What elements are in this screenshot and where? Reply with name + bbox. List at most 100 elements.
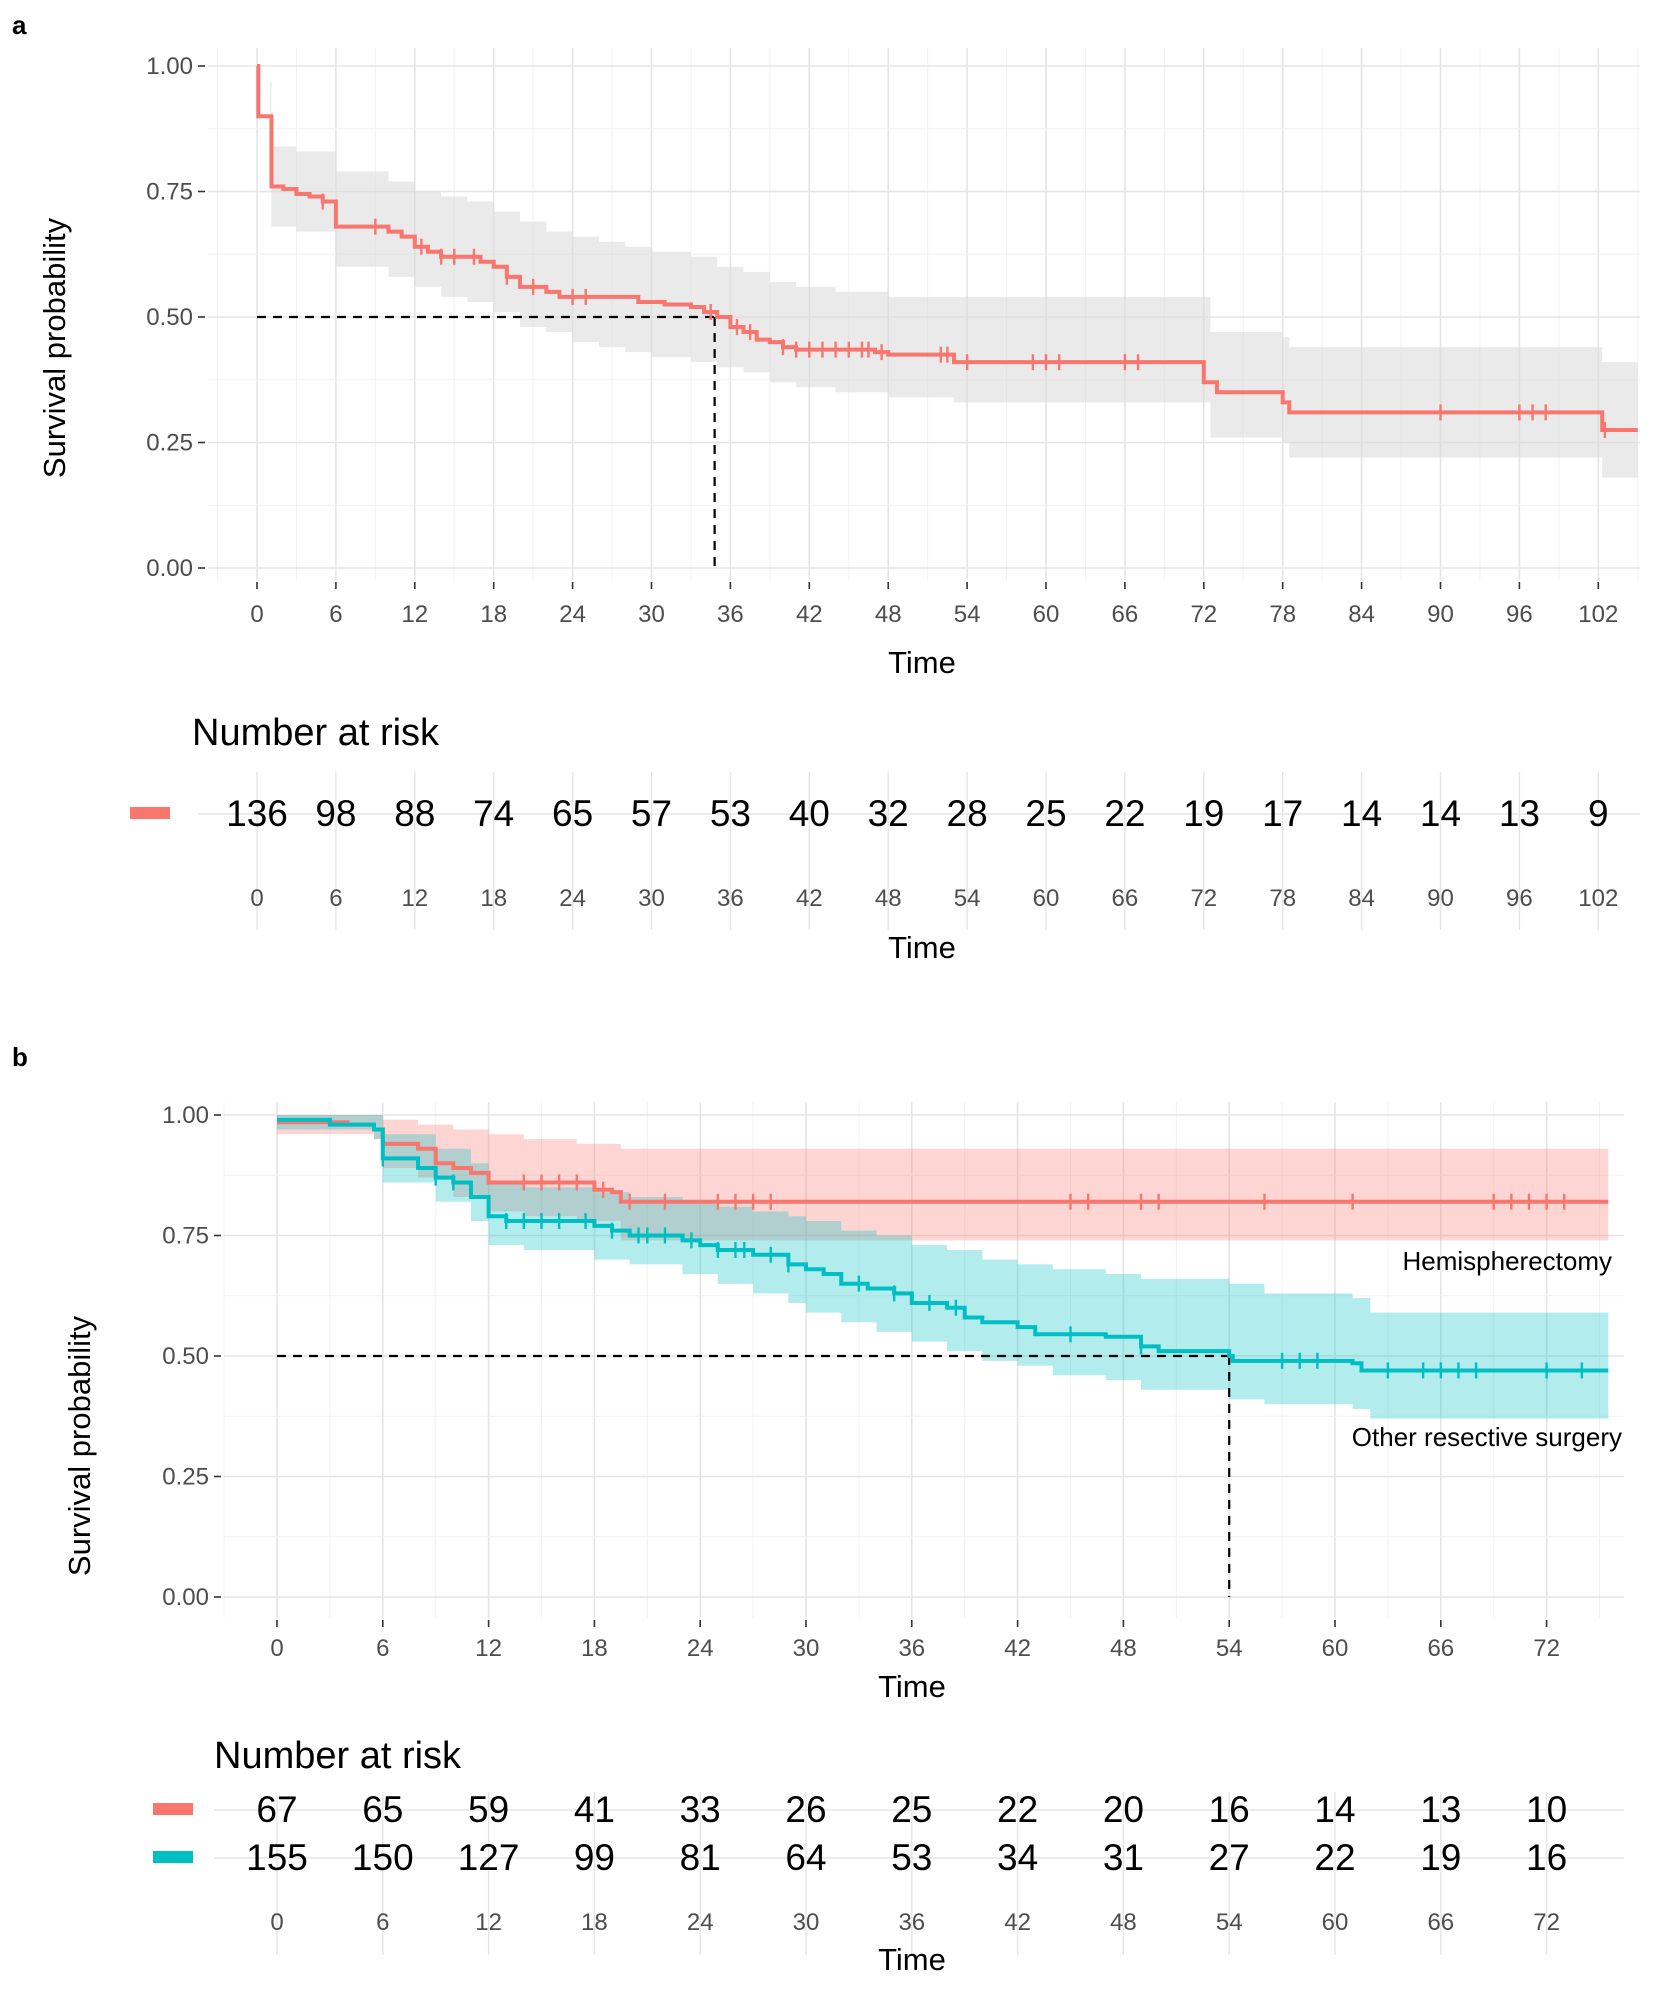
risk-time-label: 48 [1110, 1909, 1137, 1936]
risk-time-label: 18 [581, 1909, 608, 1936]
y-tick-label: 1.00 [162, 1102, 209, 1129]
risk-count: 59 [468, 1789, 509, 1830]
survival-curve-0 [256, 64, 1638, 432]
x-tick-label: 48 [875, 601, 902, 628]
confidence-band-1 [277, 1115, 1609, 1419]
y-tick-label: 0.25 [146, 430, 193, 457]
risk-count: 14 [1420, 793, 1461, 834]
risk-time-label: 36 [898, 1909, 925, 1936]
x-tick-label: 30 [793, 1635, 820, 1662]
x-tick-label: 48 [1110, 1635, 1137, 1662]
risk-time-label: 60 [1322, 1909, 1349, 1936]
risk-count: 19 [1420, 1837, 1461, 1878]
risk-count: 67 [256, 1789, 297, 1830]
y-tick-label: 0.25 [162, 1464, 209, 1491]
x-tick-label: 30 [638, 601, 665, 628]
risk-count: 22 [1314, 1837, 1355, 1878]
x-tick-label: 66 [1112, 601, 1139, 628]
x-tick-label: 54 [1216, 1635, 1243, 1662]
risk-count: 136 [226, 793, 288, 834]
risk-time-label: 0 [270, 1909, 283, 1936]
hemispherectomy-label: Hemispherectomy [1402, 1246, 1612, 1276]
panel-b-risk-table: 0 6 12 18 24 30 36 42 48 54 60 66 72 67 65 59 41 33 26 25 22… [153, 1789, 1624, 1955]
risk-count: 9 [1588, 793, 1609, 834]
risk-time-label: 30 [638, 885, 665, 912]
risk-time-label: 54 [954, 885, 981, 912]
risk-count: 127 [458, 1837, 520, 1878]
risk-time-label: 0 [250, 885, 263, 912]
risk-count: 22 [1104, 793, 1145, 834]
risk-count: 53 [891, 1837, 932, 1878]
risk-time-label: 72 [1190, 885, 1217, 912]
risk-time-label: 66 [1427, 1909, 1454, 1936]
x-tick-label: 6 [376, 1635, 389, 1662]
x-tick-label: 72 [1533, 1635, 1560, 1662]
risk-count: 16 [1526, 1837, 1567, 1878]
risk-count: 65 [362, 1789, 403, 1830]
risk-row-color-key [153, 1851, 193, 1863]
y-tick-label: 0.50 [146, 304, 193, 331]
x-tick-label: 36 [898, 1635, 925, 1662]
risk-count: 26 [785, 1789, 826, 1830]
risk-time-label: 6 [329, 885, 342, 912]
risk-count: 32 [868, 793, 909, 834]
panel-a-x-axis-title: Time [888, 645, 956, 680]
risk-time-label: 24 [559, 885, 586, 912]
x-tick-label: 42 [1004, 1635, 1031, 1662]
x-tick-label: 54 [954, 601, 981, 628]
panel-b-letter: b [12, 1042, 28, 1072]
risk-count: 150 [352, 1837, 414, 1878]
risk-count: 41 [574, 1789, 615, 1830]
risk-time-label: 36 [717, 885, 744, 912]
risk-count: 33 [680, 1789, 721, 1830]
panel-a-letter: a [12, 10, 27, 40]
x-tick-label: 24 [687, 1635, 714, 1662]
risk-count: 10 [1526, 1789, 1567, 1830]
panel-b-confidence-bands [277, 1115, 1609, 1419]
x-tick-label: 102 [1578, 601, 1618, 628]
risk-time-label: 48 [875, 885, 902, 912]
risk-count: 57 [631, 793, 672, 834]
panel-b-axes: 0.00 0.25 0.50 0.75 1.00 0 6 12 18 24 30 36 42 48 54 60… [162, 1102, 1560, 1662]
x-tick-label: 0 [270, 1635, 283, 1662]
x-tick-label: 18 [480, 601, 507, 628]
y-tick-label: 0.00 [162, 1584, 209, 1611]
panel-a-median-lines [257, 315, 716, 568]
x-tick-label: 42 [796, 601, 823, 628]
x-tick-label: 66 [1427, 1635, 1454, 1662]
x-tick-label: 78 [1269, 601, 1296, 628]
risk-count: 88 [394, 793, 435, 834]
risk-time-label: 54 [1216, 1909, 1243, 1936]
risk-time-label: 18 [480, 885, 507, 912]
risk-time-label: 12 [475, 1909, 502, 1936]
risk-count: 14 [1314, 1789, 1355, 1830]
y-tick-label: 1.00 [146, 53, 193, 80]
x-tick-label: 36 [717, 601, 744, 628]
risk-count: 19 [1183, 793, 1224, 834]
risk-count: 34 [997, 1837, 1038, 1878]
risk-time-label: 6 [376, 1909, 389, 1936]
risk-time-label: 72 [1533, 1909, 1560, 1936]
x-tick-label: 60 [1033, 601, 1060, 628]
risk-count: 53 [710, 793, 751, 834]
x-tick-label: 96 [1506, 601, 1533, 628]
risk-count: 81 [680, 1837, 721, 1878]
risk-time-label: 96 [1506, 885, 1533, 912]
risk-row-color-key [153, 1803, 193, 1815]
risk-count: 31 [1103, 1837, 1144, 1878]
risk-count: 17 [1262, 793, 1303, 834]
x-tick-label: 6 [329, 601, 342, 628]
risk-count: 64 [785, 1837, 826, 1878]
x-tick-label: 12 [401, 601, 428, 628]
risk-time-label: 90 [1427, 885, 1454, 912]
y-tick-label: 0.50 [162, 1343, 209, 1370]
y-tick-label: 0.75 [146, 179, 193, 206]
panel-a-risk-title: Number at risk [192, 712, 440, 754]
x-tick-label: 18 [581, 1635, 608, 1662]
risk-count: 20 [1103, 1789, 1144, 1830]
panel-b-risk-title: Number at risk [214, 1735, 462, 1777]
risk-count: 27 [1209, 1837, 1250, 1878]
risk-time-label: 42 [1004, 1909, 1031, 1936]
